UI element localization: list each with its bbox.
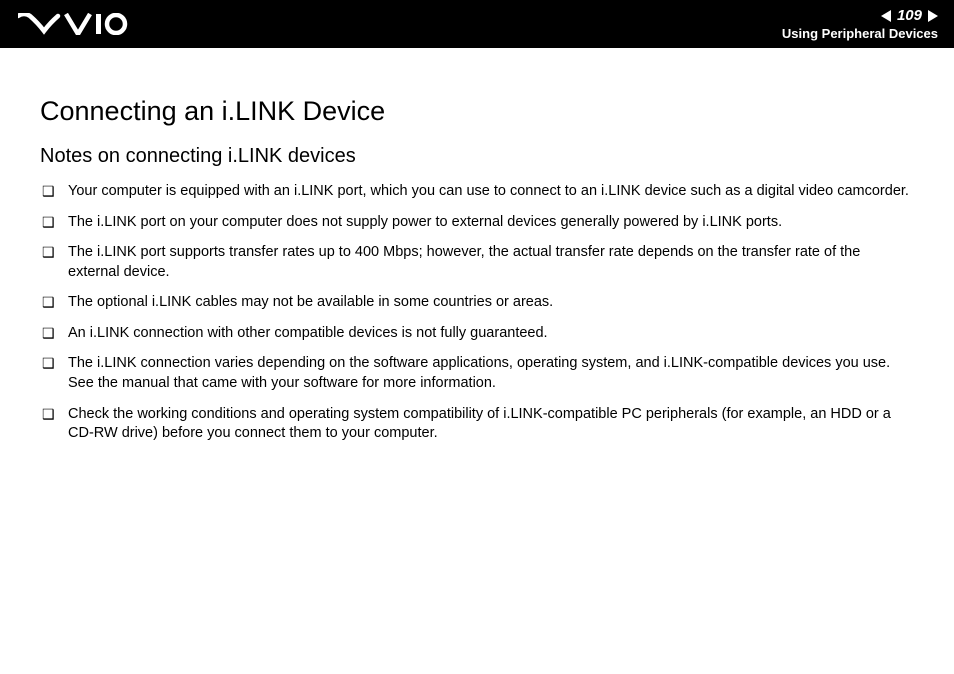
list-item: Your computer is equipped with an i.LINK… [40, 182, 914, 202]
list-item: The i.LINK port on your computer does no… [40, 213, 914, 233]
vaio-logo [18, 13, 128, 35]
page-header: 109 Using Peripheral Devices [0, 0, 954, 48]
header-right: 109 Using Peripheral Devices [782, 7, 938, 41]
list-item: The optional i.LINK cables may not be av… [40, 293, 914, 313]
page-subtitle: Notes on connecting i.LINK devices [40, 145, 914, 168]
page-title: Connecting an i.LINK Device [40, 96, 914, 127]
page-navigator: 109 [881, 7, 938, 24]
list-item: The i.LINK connection varies depending o… [40, 354, 914, 393]
list-item: Check the working conditions and operati… [40, 405, 914, 444]
page-number: 109 [895, 7, 924, 24]
section-label: Using Peripheral Devices [782, 26, 938, 41]
notes-list: Your computer is equipped with an i.LINK… [40, 182, 914, 444]
list-item: The i.LINK port supports transfer rates … [40, 243, 914, 282]
prev-page-icon[interactable] [881, 10, 891, 22]
list-item: An i.LINK connection with other compatib… [40, 324, 914, 344]
page-content: Connecting an i.LINK Device Notes on con… [0, 48, 954, 444]
next-page-icon[interactable] [928, 10, 938, 22]
